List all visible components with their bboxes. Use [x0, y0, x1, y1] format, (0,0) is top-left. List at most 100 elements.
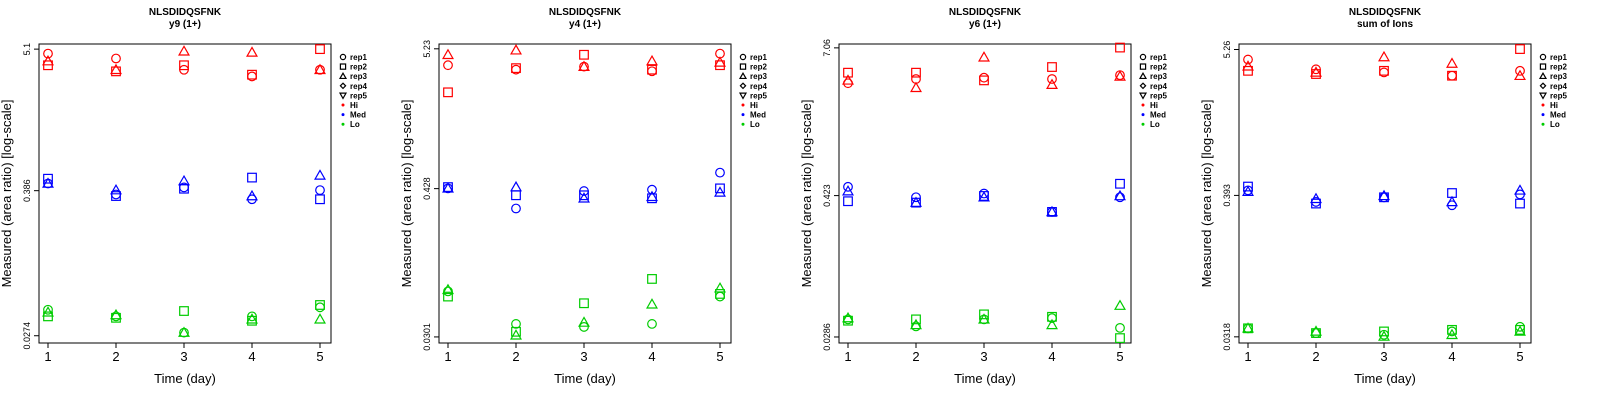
legend-marker-rep5	[1138, 92, 1148, 100]
legend-marker-hi	[741, 103, 745, 107]
data-point	[314, 313, 326, 324]
legend-marker-rep3	[338, 72, 348, 80]
legend-marker-rep2	[339, 63, 347, 70]
data-point	[1446, 328, 1458, 340]
plot-frame	[838, 43, 1132, 344]
legend-marker-rep4	[1539, 82, 1547, 90]
legend-label: rep3	[1150, 72, 1167, 81]
data-point	[715, 291, 725, 302]
data-point	[442, 182, 454, 193]
y-axis-title: Measured (area ratio) [log-scale]	[1199, 100, 1214, 288]
legend-marker-med	[741, 113, 745, 117]
data-point	[579, 298, 589, 309]
data-point	[246, 313, 258, 324]
data-point	[843, 196, 853, 207]
legend-label: rep2	[750, 63, 767, 72]
data-point	[314, 169, 326, 180]
data-point	[715, 183, 725, 194]
legend-marker-rep2	[739, 63, 747, 70]
x-tick-label: 5	[1116, 349, 1123, 364]
data-point	[646, 298, 658, 309]
data-point	[1243, 54, 1253, 65]
series-hi-rep2	[843, 42, 1125, 86]
data-point	[178, 174, 190, 186]
data-point	[443, 286, 453, 297]
legend-label: Lo	[1550, 120, 1560, 129]
series-lo-rep1	[43, 302, 325, 338]
data-point	[1047, 74, 1057, 84]
legend-label: Hi	[750, 101, 758, 110]
legend-marker-rep4	[739, 82, 747, 90]
chart-subtitle: y6 (1+)	[969, 19, 1001, 30]
y-axis-title: Measured (area ratio) [log-scale]	[0, 100, 14, 288]
data-point	[910, 196, 922, 207]
legend-marker-rep1	[1139, 53, 1147, 61]
data-point	[110, 308, 122, 320]
legend-label: rep1	[1150, 53, 1167, 62]
data-point	[647, 274, 657, 284]
data-point	[110, 63, 122, 75]
data-point	[646, 54, 658, 66]
series-med-rep3	[842, 185, 1126, 217]
data-point	[1447, 70, 1457, 81]
data-point	[1447, 70, 1457, 81]
data-point	[1046, 205, 1058, 217]
data-point	[715, 167, 725, 178]
legend-label: rep4	[1550, 82, 1567, 91]
series-hi-rep3	[442, 44, 726, 71]
data-point	[978, 51, 990, 62]
data-point	[1378, 50, 1390, 62]
data-point	[315, 44, 325, 55]
legend-label: rep5	[1550, 91, 1567, 100]
data-point	[842, 311, 854, 323]
data-point	[315, 194, 325, 205]
x-tick-label: 5	[316, 349, 323, 364]
x-tick-label: 3	[580, 349, 587, 364]
data-point	[978, 191, 990, 202]
chart-subtitle: sum of Ions	[1357, 19, 1414, 30]
legend-label: rep3	[1550, 72, 1567, 81]
data-point	[43, 304, 53, 315]
legend-marker-hi	[1141, 103, 1145, 107]
data-point	[247, 69, 257, 80]
data-point	[111, 53, 121, 64]
data-point	[1514, 69, 1526, 81]
data-point	[1311, 198, 1321, 209]
data-point	[910, 318, 922, 330]
legend-label: Lo	[750, 120, 760, 129]
y-tick-label: 0.0301	[422, 323, 432, 351]
legend-label: rep3	[350, 72, 367, 81]
series-med-rep3	[442, 180, 726, 203]
x-tick-label: 3	[1380, 349, 1387, 364]
data-point	[111, 66, 121, 77]
data-point	[714, 186, 726, 197]
legend-label: Med	[1150, 111, 1166, 120]
data-point	[179, 60, 189, 71]
plot-frame	[438, 43, 732, 344]
series-lo-rep3	[42, 306, 326, 337]
data-point	[979, 309, 989, 320]
legend-marker-rep3	[1538, 72, 1548, 80]
data-point	[911, 314, 921, 325]
data-point	[1115, 42, 1125, 53]
data-point	[911, 67, 921, 78]
legend-marker-hi	[1541, 103, 1545, 107]
x-tick-label: 1	[44, 349, 51, 364]
legend-label: Med	[750, 111, 766, 120]
data-point	[1114, 70, 1126, 81]
data-point	[178, 45, 190, 56]
data-point	[842, 185, 854, 196]
data-point	[979, 72, 989, 83]
legend-label: rep2	[350, 63, 367, 72]
data-point	[511, 190, 521, 201]
data-point	[42, 54, 54, 66]
legend-label: rep5	[350, 91, 367, 100]
data-point	[1243, 65, 1253, 76]
y-axis-title: Measured (area ratio) [log-scale]	[799, 100, 814, 288]
data-point	[1515, 198, 1525, 209]
data-point	[42, 177, 54, 188]
